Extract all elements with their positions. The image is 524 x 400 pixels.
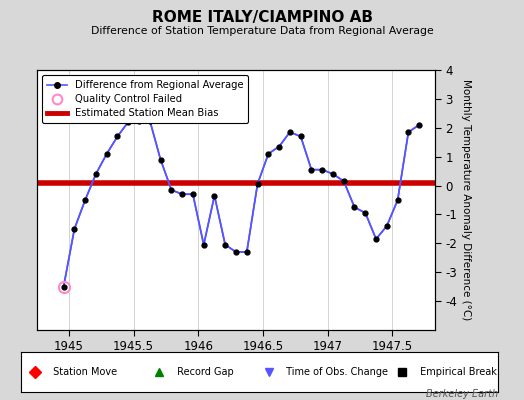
Text: Station Move: Station Move [50, 367, 117, 377]
Text: Berkeley Earth: Berkeley Earth [425, 389, 498, 399]
Text: Record Gap: Record Gap [173, 367, 233, 377]
Text: Empirical Break: Empirical Break [417, 367, 497, 377]
Text: ROME ITALY/CIAMPINO AB: ROME ITALY/CIAMPINO AB [151, 10, 373, 25]
Y-axis label: Monthly Temperature Anomaly Difference (°C): Monthly Temperature Anomaly Difference (… [461, 79, 472, 321]
Text: Difference of Station Temperature Data from Regional Average: Difference of Station Temperature Data f… [91, 26, 433, 36]
Legend: Difference from Regional Average, Quality Control Failed, Estimated Station Mean: Difference from Regional Average, Qualit… [42, 75, 248, 123]
Text: Time of Obs. Change: Time of Obs. Change [283, 367, 388, 377]
